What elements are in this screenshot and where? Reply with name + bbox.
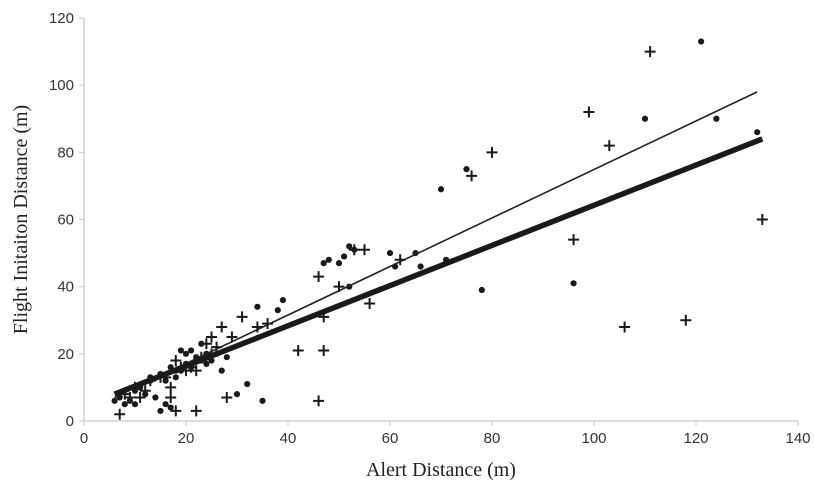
x-tick-label: 20	[178, 430, 195, 447]
plus-point	[206, 331, 217, 343]
x-tick-label: 60	[382, 430, 399, 447]
plus-point	[619, 321, 631, 333]
plus-point	[313, 395, 325, 407]
dot-point	[233, 391, 241, 398]
dot-point	[177, 347, 184, 354]
x-tick-labels: 0 20 40 60 80 100 120 140	[80, 421, 811, 447]
dot-point	[698, 38, 705, 45]
dot-point	[754, 129, 761, 136]
dot-point	[279, 297, 286, 304]
dot-point	[152, 394, 159, 401]
dot-point	[346, 243, 353, 250]
dot-point	[274, 307, 281, 314]
x-tick-label: 120	[683, 430, 708, 447]
dot-point	[244, 380, 251, 388]
plus-point	[318, 344, 330, 356]
y-tick-label: 60	[57, 212, 74, 229]
y-tick-label: 120	[49, 10, 74, 27]
dot-point	[478, 286, 485, 294]
plus-point	[568, 234, 580, 246]
thin-trendline	[114, 91, 758, 399]
dot-point	[437, 186, 445, 193]
plus-point	[644, 46, 656, 58]
plus-point	[134, 391, 146, 403]
plus-point	[165, 381, 177, 393]
dot-point	[320, 260, 327, 267]
dot-point	[386, 249, 394, 257]
dot-point	[570, 280, 577, 287]
dot-point	[259, 397, 266, 404]
plus-point	[165, 391, 177, 403]
x-axis-title: Alert Distance (m)	[366, 459, 516, 481]
y-tick-label: 100	[49, 77, 74, 94]
plus-point	[603, 140, 615, 152]
dot-point	[188, 347, 195, 354]
dot-point	[121, 401, 128, 408]
plus-point	[583, 106, 595, 118]
plus-point	[680, 314, 692, 326]
y-axis-title: Flight Initaiton Distance (m)	[10, 105, 32, 334]
trendlines	[113, 91, 764, 399]
plus-point	[364, 297, 376, 309]
plus-point	[114, 408, 126, 420]
plus-point	[124, 391, 136, 403]
y-tick-label: 80	[57, 144, 74, 161]
dot-point	[463, 166, 470, 173]
plus-point	[226, 331, 238, 343]
plus-point	[756, 214, 768, 225]
plus-point	[236, 311, 248, 323]
dot-point	[325, 256, 332, 263]
dot-point	[218, 367, 225, 374]
dot-point	[223, 354, 230, 361]
plus-point	[348, 244, 360, 256]
dot-point	[162, 401, 169, 408]
x-tick-label: 40	[280, 430, 297, 447]
plus-point	[292, 344, 304, 356]
plus-point	[221, 391, 233, 403]
dot-point	[341, 253, 348, 260]
dot-point	[713, 115, 720, 122]
dot-point	[157, 407, 164, 415]
plus-point	[359, 244, 370, 256]
dot-point	[641, 115, 649, 122]
y-tick-label: 0	[66, 413, 74, 430]
dot-point	[203, 360, 210, 368]
plus-point	[170, 355, 182, 367]
dot-point	[182, 350, 190, 357]
dot-point	[335, 260, 343, 267]
dot-point	[167, 404, 174, 411]
plus-point	[190, 405, 202, 417]
plus-point	[139, 385, 151, 397]
thick-trendline	[113, 136, 764, 397]
x-tick-label: 0	[80, 430, 88, 447]
x-tick-label: 100	[581, 430, 606, 447]
plus-point	[190, 365, 202, 377]
dot-point	[254, 303, 261, 310]
y-tick-labels: 0 20 40 60 80 100 120	[49, 10, 84, 430]
x-tick-label: 140	[785, 430, 810, 447]
x-tick-label: 80	[484, 430, 501, 447]
data-points	[111, 38, 768, 420]
plus-point	[313, 271, 325, 283]
plus-point	[200, 338, 212, 350]
dot-point	[417, 263, 424, 270]
dot-point	[172, 374, 179, 381]
plus-point	[170, 405, 182, 417]
plus-point	[216, 321, 228, 333]
y-tick-label: 40	[57, 279, 74, 296]
dot-point	[131, 401, 139, 408]
plus-point	[466, 170, 478, 182]
y-tick-label: 20	[57, 346, 74, 363]
plus-point	[486, 146, 498, 158]
dot-point	[111, 397, 118, 404]
